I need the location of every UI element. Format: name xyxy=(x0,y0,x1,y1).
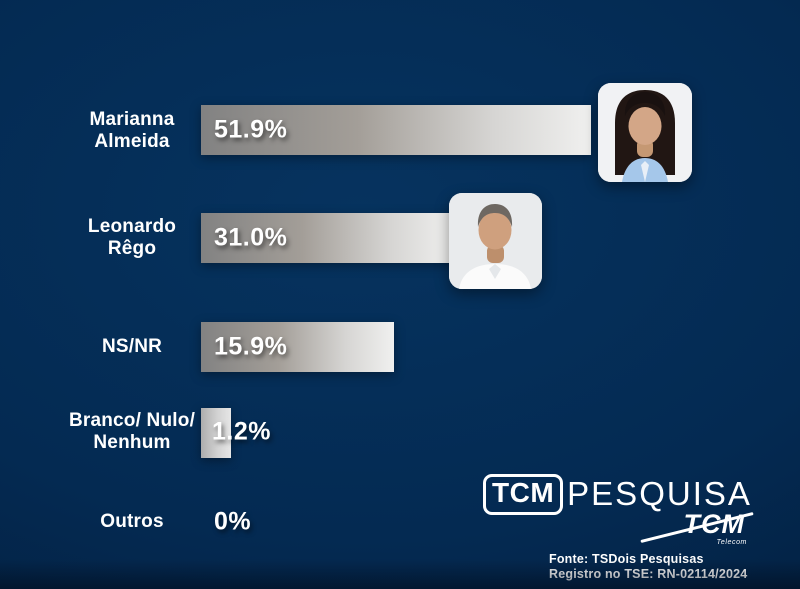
source-footer: Fonte: TSDois Pesquisas Registro no TSE:… xyxy=(549,552,747,582)
category-label-marianna: Marianna Almeida xyxy=(28,109,236,153)
value-label-marianna: 51.9% xyxy=(214,115,288,144)
category-label-line: Branco/ Nulo/ xyxy=(68,410,196,431)
woman-portrait-icon xyxy=(598,83,692,182)
candidate-photo-leonardo xyxy=(449,193,542,289)
telecom-subtitle: Telecom xyxy=(716,539,747,546)
category-label-line: Nenhum xyxy=(93,432,171,453)
tcm-pesquisa-logo: TCM PESQUISA xyxy=(483,474,752,515)
tcm-telecom-logo: TCM Telecom xyxy=(640,509,754,546)
category-label-line: Outros xyxy=(100,511,164,532)
result-bar-branco-nulo xyxy=(201,408,231,458)
result-bar-leonardo xyxy=(201,213,454,263)
value-label-branco-nulo: 1.2% xyxy=(212,417,271,446)
source-line-1: Fonte: TSDois Pesquisas xyxy=(549,552,704,566)
source-line-2: Registro no TSE: RN-02114/2024 xyxy=(549,567,748,581)
value-label-outros: 0% xyxy=(214,507,252,536)
category-label-nsnr: NS/NR xyxy=(28,336,236,358)
result-bar-marianna xyxy=(201,105,591,155)
pesquisa-wordmark: PESQUISA xyxy=(567,475,752,513)
man-portrait-icon xyxy=(449,193,542,289)
category-label-line: Marianna xyxy=(89,109,175,130)
category-label-line: Rêgo xyxy=(107,238,157,259)
category-label-line: Leonardo xyxy=(87,216,177,237)
category-label-branco-nulo: Branco/ Nulo/ Nenhum xyxy=(28,410,236,454)
category-label-outros: Outros xyxy=(28,511,236,533)
value-label-nsnr: 15.9% xyxy=(214,332,288,361)
candidate-photo-marianna xyxy=(598,83,692,182)
value-label-leonardo: 31.0% xyxy=(214,223,288,252)
tcm-logo-box: TCM xyxy=(483,474,564,515)
category-label-leonardo: Leonardo Rêgo xyxy=(28,216,236,260)
result-bar-nsnr xyxy=(201,322,394,372)
category-label-line: Almeida xyxy=(94,131,170,152)
category-label-line: NS/NR xyxy=(101,336,163,357)
